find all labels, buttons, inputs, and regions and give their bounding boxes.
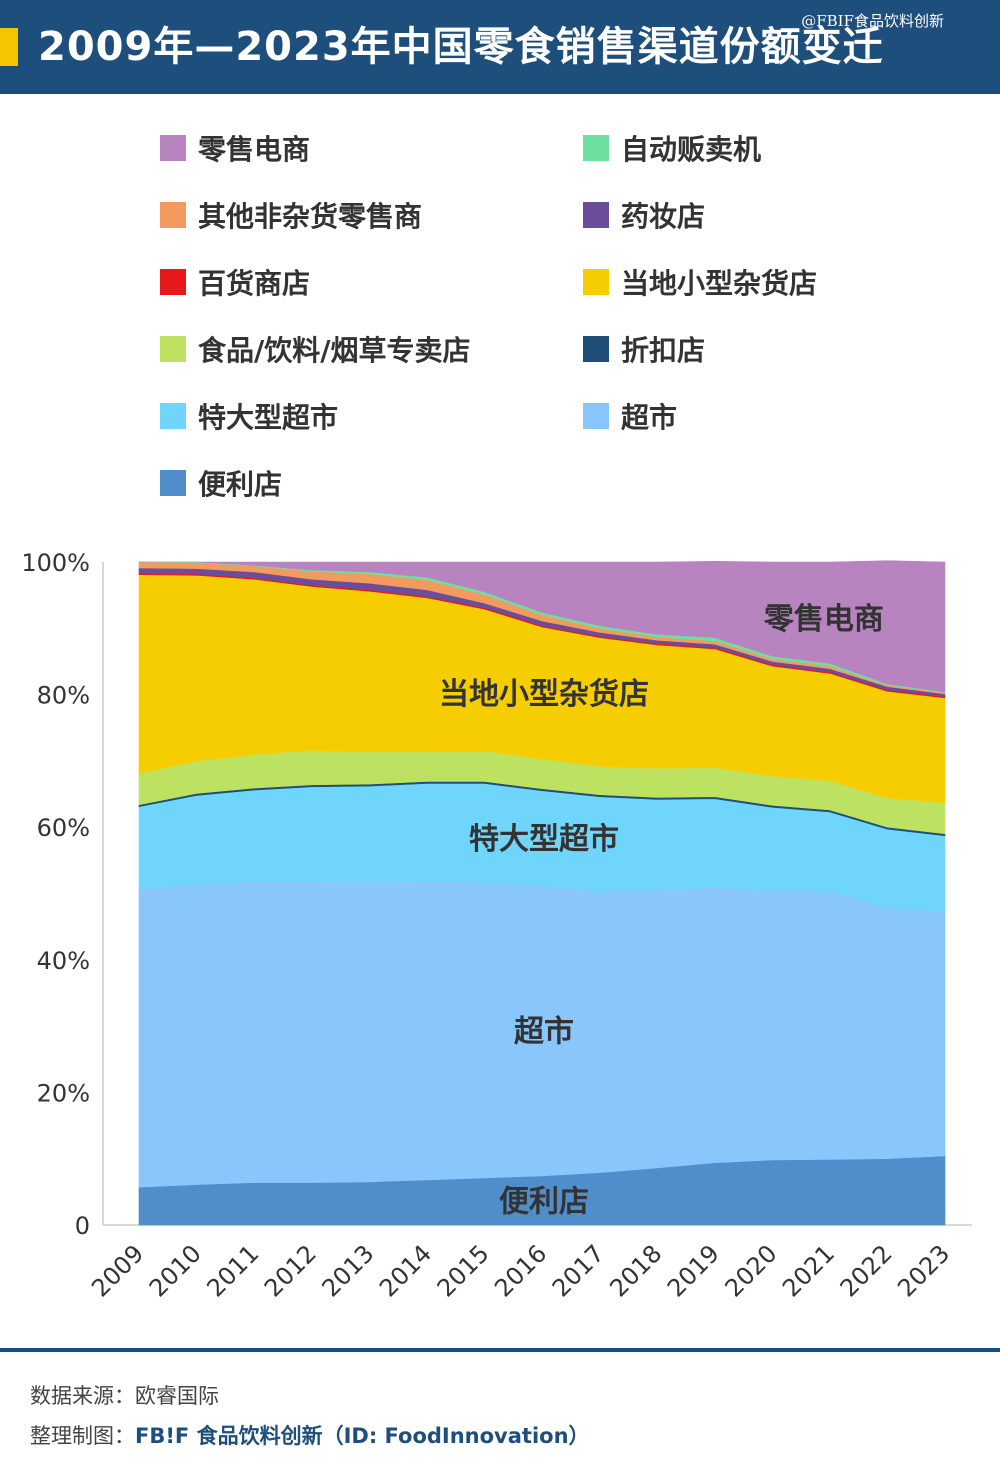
legend-swatch <box>583 202 609 228</box>
area-series-10 <box>139 560 946 693</box>
x-tick-label: 2021 <box>777 1239 840 1302</box>
x-tick-label: 2022 <box>835 1239 898 1302</box>
legend-item: 特大型超市 <box>160 396 338 436</box>
x-tick-label: 2016 <box>489 1239 552 1302</box>
x-tick-label: 2014 <box>374 1239 437 1302</box>
footer-divider <box>0 1348 1000 1352</box>
area-label: 当地小型杂货店 <box>439 677 649 712</box>
legend-label: 自动贩卖机 <box>621 133 762 166</box>
legend-label: 百货商店 <box>198 267 311 300</box>
chart-legend: 零售电商 自动贩卖机其他非杂货零售商 药妆店百货商店 当地小型杂货店食品/饮料/烟草专… <box>0 120 1000 520</box>
legend-item: 食品/饮料/烟草专卖店 <box>160 329 470 369</box>
x-tick-label: 2009 <box>86 1239 149 1302</box>
x-tick-label: 2020 <box>720 1239 783 1302</box>
y-tick-label: 60% <box>37 814 90 842</box>
legend-swatch <box>583 135 609 161</box>
y-tick-label: 20% <box>37 1079 90 1107</box>
legend-swatch <box>583 269 609 295</box>
y-tick-label: 0 <box>75 1212 90 1240</box>
x-tick-label: 2018 <box>604 1239 667 1302</box>
area-label: 特大型超市 <box>469 822 619 857</box>
legend-item: 零售电商 <box>160 128 310 168</box>
legend-item: 百货商店 <box>160 262 310 302</box>
header-bar: 2009年—2023年中国零食销售渠道份额变迁 @FBIF食品饮料创新 <box>0 0 1000 94</box>
x-tick-label: 2013 <box>317 1239 380 1302</box>
y-tick-label: 100% <box>21 549 90 577</box>
legend-label: 超市 <box>621 401 678 434</box>
stacked-area-chart: 020%40%60%80%100%20092010201120122013201… <box>21 549 972 1302</box>
x-tick-label: 2010 <box>144 1239 207 1302</box>
credit-line: 整理制图：FB!F 食品饮料创新（ID: FoodInnovation） <box>30 1420 590 1450</box>
legend-item: 超市 <box>583 396 677 436</box>
legend-item: 其他非杂货零售商 <box>160 195 422 235</box>
header-accent <box>0 28 18 66</box>
x-tick-label: 2019 <box>662 1239 725 1302</box>
area-label: 零售电商 <box>764 602 884 637</box>
credit-prefix: 整理制图： <box>30 1424 135 1448</box>
data-source: 数据来源：欧睿国际 <box>30 1384 219 1408</box>
legend-label: 药妆店 <box>621 200 706 233</box>
legend-item: 折扣店 <box>583 329 705 369</box>
area-label: 便利店 <box>499 1184 589 1219</box>
legend-swatch <box>160 202 186 228</box>
page-title: 2009年—2023年中国零食销售渠道份额变迁 <box>38 24 884 70</box>
x-tick-label: 2023 <box>892 1239 955 1302</box>
y-tick-label: 80% <box>37 682 90 710</box>
legend-swatch <box>160 403 186 429</box>
x-tick-label: 2015 <box>432 1239 495 1302</box>
legend-swatch <box>160 470 186 496</box>
area-label: 超市 <box>514 1015 574 1050</box>
legend-item: 自动贩卖机 <box>583 128 761 168</box>
legend-label: 特大型超市 <box>198 401 339 434</box>
legend-label: 食品/饮料/烟草专卖店 <box>198 334 471 367</box>
legend-item: 药妆店 <box>583 195 705 235</box>
x-tick-label: 2017 <box>547 1239 610 1302</box>
legend-swatch <box>583 403 609 429</box>
legend-item: 便利店 <box>160 463 282 503</box>
legend-swatch <box>583 336 609 362</box>
legend-swatch <box>160 269 186 295</box>
credit-brand: FB!F 食品饮料创新（ID: FoodInnovation） <box>135 1424 590 1448</box>
legend-swatch <box>160 336 186 362</box>
watermark-text: @FBIF食品饮料创新 <box>801 12 944 30</box>
legend-swatch <box>160 135 186 161</box>
x-tick-label: 2011 <box>201 1239 264 1302</box>
legend-label: 便利店 <box>198 468 283 501</box>
legend-label: 其他非杂货零售商 <box>198 200 423 233</box>
legend-item: 当地小型杂货店 <box>583 262 817 302</box>
legend-label: 当地小型杂货店 <box>621 267 818 300</box>
y-tick-label: 40% <box>37 947 90 975</box>
x-tick-label: 2012 <box>259 1239 322 1302</box>
legend-label: 折扣店 <box>621 334 706 367</box>
legend-label: 零售电商 <box>198 133 311 166</box>
